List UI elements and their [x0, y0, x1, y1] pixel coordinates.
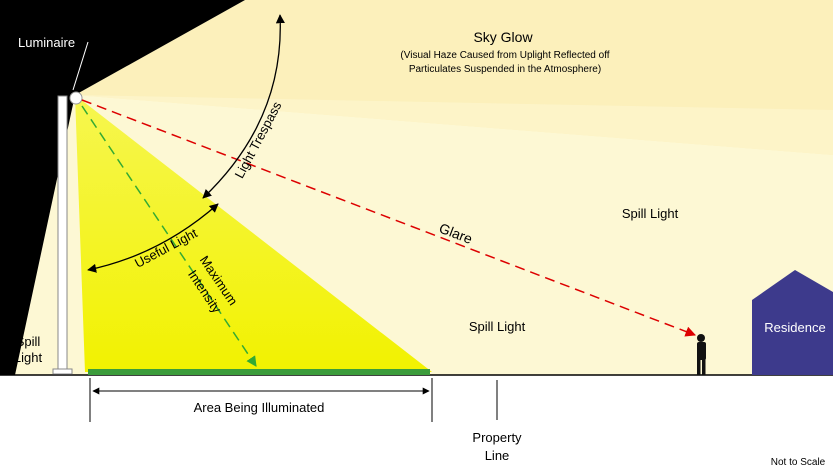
sky-glow-title: Sky Glow: [473, 29, 533, 45]
residence-label: Residence: [764, 320, 825, 335]
ground: [0, 375, 833, 470]
pole-base: [53, 369, 72, 374]
luminaire-label: Luminaire: [18, 35, 75, 50]
property-line-label: Property: [472, 430, 522, 445]
spill-light-label: Light: [14, 350, 43, 365]
spill-light-label: Spill Light: [469, 319, 526, 334]
spill-light-label: Spill Light: [622, 206, 679, 221]
spill-light-label: Spill: [16, 334, 41, 349]
pole: [58, 96, 67, 370]
area-label: Area Being Illuminated: [194, 400, 325, 415]
sky-glow-description: (Visual Haze Caused from Uplight Reflect…: [400, 50, 609, 61]
sky-glow-description: Particulates Suspended in the Atmosphere…: [409, 64, 601, 75]
property-line-label: Line: [485, 448, 510, 463]
light-pollution-diagram: Luminaire Sky Glow (Visual Haze Caused f…: [0, 0, 833, 470]
illuminated-area: [88, 369, 430, 375]
luminaire: [70, 92, 82, 104]
scale-note: Not to Scale: [771, 457, 826, 468]
